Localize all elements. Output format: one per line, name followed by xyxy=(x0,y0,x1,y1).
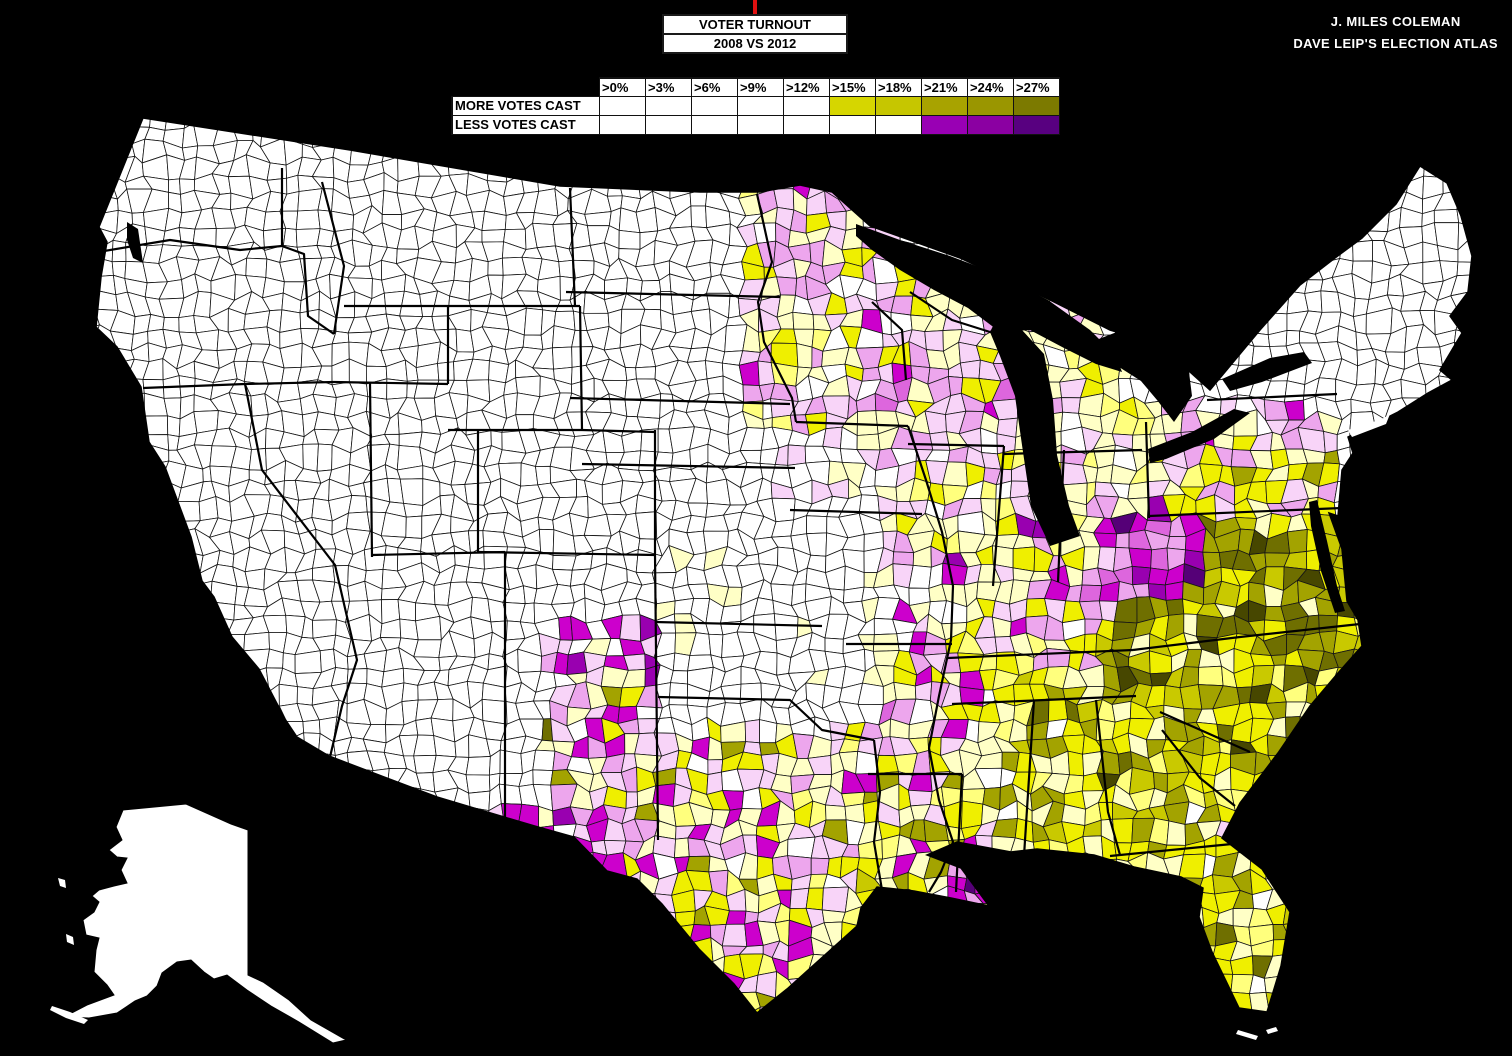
legend-threshold-10: >27% xyxy=(1013,77,1060,97)
legend-threshold-8: >21% xyxy=(921,77,968,97)
attribution-source: DAVE LEIP'S ELECTION ATLAS xyxy=(1293,36,1498,51)
legend-threshold-6: >15% xyxy=(829,77,876,97)
legend-swatch-r2-c10 xyxy=(1013,115,1060,135)
attribution-author: J. MILES COLEMAN xyxy=(1330,14,1461,29)
legend-swatch-r2-c9 xyxy=(967,115,1014,135)
legend-swatch-r2-c3 xyxy=(691,115,738,135)
title-box: VOTER TURNOUT 2008 VS 2012 xyxy=(662,14,848,54)
legend-threshold-2: >3% xyxy=(645,77,692,97)
legend-table: >0% >3% >6% >9% >12% >15% >18% >21% >24% >27% MORE… xyxy=(451,77,1060,135)
legend-threshold-1: >0% xyxy=(599,77,646,97)
legend-swatch-r1-c8 xyxy=(921,96,968,116)
legend-swatch-r1-c4 xyxy=(737,96,784,116)
title-line-1: VOTER TURNOUT xyxy=(662,14,848,35)
legend-swatch-r1-c6 xyxy=(829,96,876,116)
legend-swatch-r1-c7 xyxy=(875,96,922,116)
legend-swatch-r2-c6 xyxy=(829,115,876,135)
legend-swatch-r2-c1 xyxy=(599,115,646,135)
legend-threshold-7: >18% xyxy=(875,77,922,97)
legend-row-label-2: LESS VOTES CAST xyxy=(451,115,600,135)
legend-threshold-9: >24% xyxy=(967,77,1014,97)
legend-swatch-r2-c2 xyxy=(645,115,692,135)
legend-threshold-3: >6% xyxy=(691,77,738,97)
legend-swatch-r2-c5 xyxy=(783,115,830,135)
legend-swatch-r1-c10 xyxy=(1013,96,1060,116)
legend-swatch-r2-c8 xyxy=(921,115,968,135)
legend-corner xyxy=(452,78,600,97)
legend-swatch-r1-c1 xyxy=(599,96,646,116)
legend-swatch-r1-c3 xyxy=(691,96,738,116)
legend-swatch-r2-c7 xyxy=(875,115,922,135)
legend-swatch-r1-c9 xyxy=(967,96,1014,116)
red-tick-marker xyxy=(753,0,757,14)
legend-threshold-5: >12% xyxy=(783,77,830,97)
legend-swatch-r1-c5 xyxy=(783,96,830,116)
legend-swatch-r1-c2 xyxy=(645,96,692,116)
attribution: J. MILES COLEMAN DAVE LEIP'S ELECTION AT… xyxy=(1293,11,1498,55)
title-line-2: 2008 VS 2012 xyxy=(662,33,848,54)
legend-row-label-1: MORE VOTES CAST xyxy=(451,96,600,116)
legend-threshold-4: >9% xyxy=(737,77,784,97)
legend-swatch-r2-c4 xyxy=(737,115,784,135)
